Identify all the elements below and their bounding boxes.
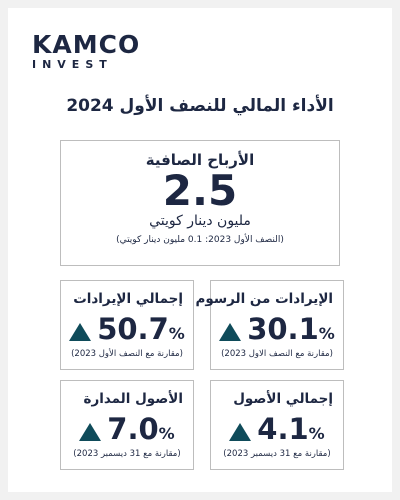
card-value: 50.7 — [97, 312, 169, 346]
triangle — [229, 423, 252, 441]
metric-card: إجمالي الإيرادات 50.7% (مقارنة مع النصف ال… — [60, 280, 194, 370]
card-label: الأرباح الصافية — [145, 151, 255, 169]
net-profit-card: الأرباح الصافية 2.5 مليون دينار كويتي (ا… — [60, 140, 340, 266]
card-unit: % — [158, 424, 175, 443]
card-note: (مقارنة مع النصف الاول 2023) — [221, 349, 333, 359]
title: الأداء المالي للنصف الأول 2024 — [66, 96, 334, 116]
card-value: 4.1 — [257, 412, 309, 446]
card-value: 7.0 — [107, 412, 159, 446]
card-note: (مقارنة مع 31 ديسمبر 2023) — [223, 449, 331, 459]
card-label: إجمالي الأصول — [233, 391, 333, 407]
logo-sub: INVEST — [32, 58, 113, 71]
value-row: 7.0% — [61, 411, 193, 445]
up-arrow — [229, 423, 252, 441]
logo-name: KAMCO — [32, 30, 141, 59]
card-note: (النصف الأول 2023: 0.1 مليون دينار كويتي… — [116, 235, 284, 245]
metric-card: إجمالي الأصول 4.1% (مقارنة مع 31 ديسمبر 20… — [210, 380, 344, 470]
card-label: الأصول المدارة — [83, 391, 183, 407]
card-note: (مقارنة مع النصف الأول 2023) — [71, 349, 183, 359]
value-row: 30.1% — [211, 311, 343, 345]
metric-card: الأصول المدارة 7.0% (مقارنة مع 31 ديسمبر 2… — [60, 380, 194, 470]
triangle — [69, 323, 92, 341]
triangle — [79, 423, 102, 441]
infographic: KAMCO INVEST الأداء المالي للنصف الأول 2… — [8, 8, 392, 492]
card-unit: مليون دينار كويتي — [149, 213, 251, 229]
up-arrow — [69, 323, 92, 341]
card-value: 2.5 — [162, 166, 238, 215]
metric-card: الإيرادات من الرسوم 30.1% (مقارنة مع النصف… — [195, 280, 344, 370]
logo: KAMCO INVEST — [32, 30, 141, 72]
up-arrow — [219, 323, 242, 341]
card-value: 30.1 — [247, 312, 319, 346]
card-unit: % — [308, 424, 325, 443]
card-label: الإيرادات من الرسوم — [195, 291, 333, 307]
card-note: (مقارنة مع 31 ديسمبر 2023) — [73, 449, 181, 459]
value-row: 4.1% — [211, 411, 343, 445]
card-unit: % — [318, 324, 335, 343]
card-label: إجمالي الإيرادات — [73, 291, 183, 307]
card-unit: % — [168, 324, 185, 343]
up-arrow — [79, 423, 102, 441]
triangle — [219, 323, 242, 341]
value-row: 50.7% — [61, 311, 193, 345]
